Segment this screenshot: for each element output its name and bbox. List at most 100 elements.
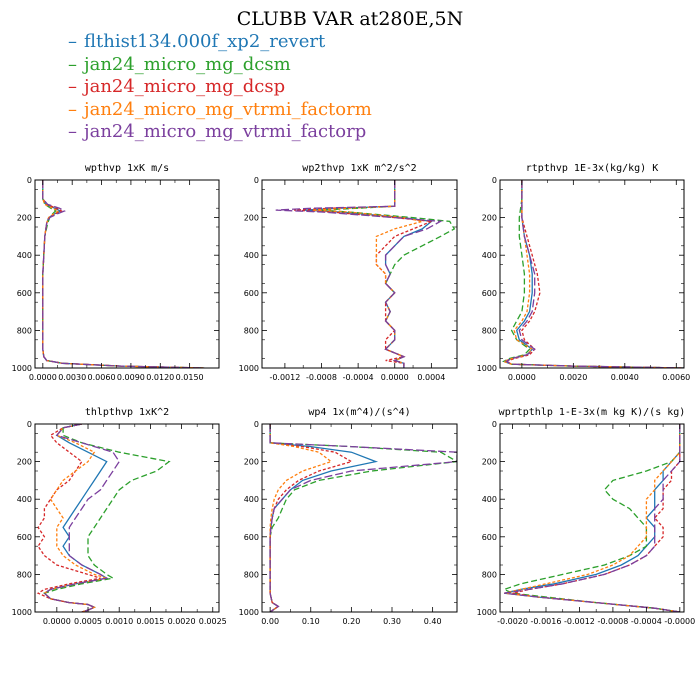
x-tick-label: 0.0040 [611, 373, 639, 382]
legend-dash: – [68, 98, 77, 120]
x-tick-label: -0.0012 [564, 617, 595, 626]
panel-title: wp2thvp 1xK m^2/s^2 [302, 163, 416, 174]
x-tick-label: 0.30 [383, 617, 401, 626]
x-tick-label: 0.0000 [29, 373, 57, 382]
y-tick-label: 200 [17, 458, 32, 467]
y-tick-label: 800 [244, 326, 259, 335]
y-tick-label: 0 [254, 176, 259, 185]
series-line [501, 180, 684, 368]
series-line [504, 180, 684, 368]
x-tick-label: 0.00 [261, 617, 279, 626]
x-tick-label: -0.0016 [531, 617, 562, 626]
y-tick-label: 200 [244, 458, 259, 467]
y-tick-label: 400 [482, 251, 497, 260]
x-tick-label: 0.0120 [146, 373, 174, 382]
x-tick-label: 0.0020 [559, 373, 587, 382]
x-tick-label: 0.0150 [176, 373, 204, 382]
legend-item: – jan24_micro_mg_vtrmi_factorp [68, 121, 372, 144]
x-tick-label: 0.0004 [417, 373, 445, 382]
y-tick-label: 600 [17, 533, 32, 542]
y-tick-label: 400 [482, 495, 497, 504]
y-tick-label: 1000 [239, 364, 259, 373]
y-tick-label: 600 [482, 533, 497, 542]
y-tick-label: 1000 [12, 364, 32, 373]
legend-label: flthist134.000f_xp2_revert [84, 31, 326, 52]
legend-label: jan24_micro_mg_dcsp [84, 76, 286, 97]
y-tick-label: 0 [27, 420, 32, 429]
series-line [269, 424, 379, 612]
y-tick-label: 600 [244, 533, 259, 542]
series-line [504, 424, 681, 612]
series-line [269, 424, 354, 612]
legend-item: – flthist134.000f_xp2_revert [68, 31, 372, 54]
legend: – flthist134.000f_xp2_revert – jan24_micro… [68, 31, 372, 144]
series-line [42, 180, 205, 368]
legend-item: – jan24_micro_mg_vtrmi_factorm [68, 99, 372, 122]
y-tick-label: 800 [244, 570, 259, 579]
y-tick-label: 400 [244, 251, 259, 260]
legend-label: jan24_micro_mg_dcsm [84, 53, 291, 75]
legend-item: – jan24_micro_mg_dcsm [68, 54, 372, 77]
series-line [275, 180, 443, 368]
y-tick-label: 600 [482, 289, 497, 298]
y-tick-label: 0 [254, 420, 259, 429]
series-line [42, 180, 205, 368]
y-tick-label: 400 [17, 251, 32, 260]
x-tick-label: 0.0015 [136, 617, 164, 626]
panel-title: wp4 1x(m^4)/(s^4) [308, 407, 410, 418]
x-tick-label: 0.0090 [117, 373, 145, 382]
plot-frame [499, 423, 685, 613]
y-tick-label: 1000 [477, 364, 497, 373]
y-tick-label: 200 [17, 214, 32, 223]
legend-label: jan24_micro_mg_vtrmi_factorp [84, 121, 367, 142]
legend-label: jan24_micro_mg_vtrmi_factorm [84, 98, 372, 120]
series-line [42, 180, 205, 368]
panel-title: rtpthvp 1E-3x(kg/kg) K [526, 163, 658, 174]
legend-dash: – [68, 76, 77, 97]
series-line [501, 180, 684, 368]
series-line [42, 180, 205, 368]
x-tick-label: 0.0000 [43, 617, 71, 626]
y-tick-label: 0 [27, 176, 32, 185]
series-line [512, 424, 681, 612]
panel-title: wprtpthlp 1-E-3x(m kg K)/(s kg) [499, 407, 686, 418]
series-line [36, 424, 101, 612]
y-tick-label: 200 [244, 214, 259, 223]
plot-frame [499, 179, 685, 369]
x-tick-label: 0.40 [424, 617, 442, 626]
x-tick-label: -0.0004 [631, 617, 662, 626]
x-tick-label: 0.10 [302, 617, 320, 626]
y-tick-label: 400 [17, 495, 32, 504]
y-tick-label: 800 [17, 570, 32, 579]
legend-item: – jan24_micro_mg_dcsp [68, 76, 372, 99]
series-line [504, 424, 681, 612]
x-tick-label: 0.0005 [74, 617, 102, 626]
x-tick-label: 0.0010 [105, 617, 133, 626]
y-tick-label: 1000 [239, 608, 259, 617]
x-tick-label: 0.20 [342, 617, 360, 626]
y-tick-label: 600 [17, 289, 32, 298]
y-tick-label: 400 [244, 495, 259, 504]
legend-dash: – [68, 121, 77, 142]
plot-frame [34, 423, 220, 613]
x-tick-label: -0.0012 [269, 373, 300, 382]
x-tick-label: 0.0000 [381, 373, 409, 382]
page-title: CLUBB VAR at280E,5N [236, 8, 464, 30]
legend-dash: – [68, 31, 77, 52]
x-tick-label: 0.0060 [662, 373, 690, 382]
series-line [269, 424, 333, 612]
y-tick-label: 1000 [477, 608, 497, 617]
x-tick-label: 0.0030 [58, 373, 86, 382]
chart-panel: wp2thvp 1xK m^2/s^2 0 200 400 600 800 1000 -0.0… [239, 163, 458, 382]
x-tick-label: 0.0020 [168, 617, 196, 626]
series-line [502, 424, 681, 612]
chart-panel: rtpthvp 1E-3x(kg/kg) K 0 200 400 600 800 1000 0… [477, 163, 691, 382]
series-line [502, 180, 684, 368]
series-line [42, 180, 205, 368]
plot-frame [261, 423, 458, 613]
x-tick-label: -0.0004 [343, 373, 374, 382]
